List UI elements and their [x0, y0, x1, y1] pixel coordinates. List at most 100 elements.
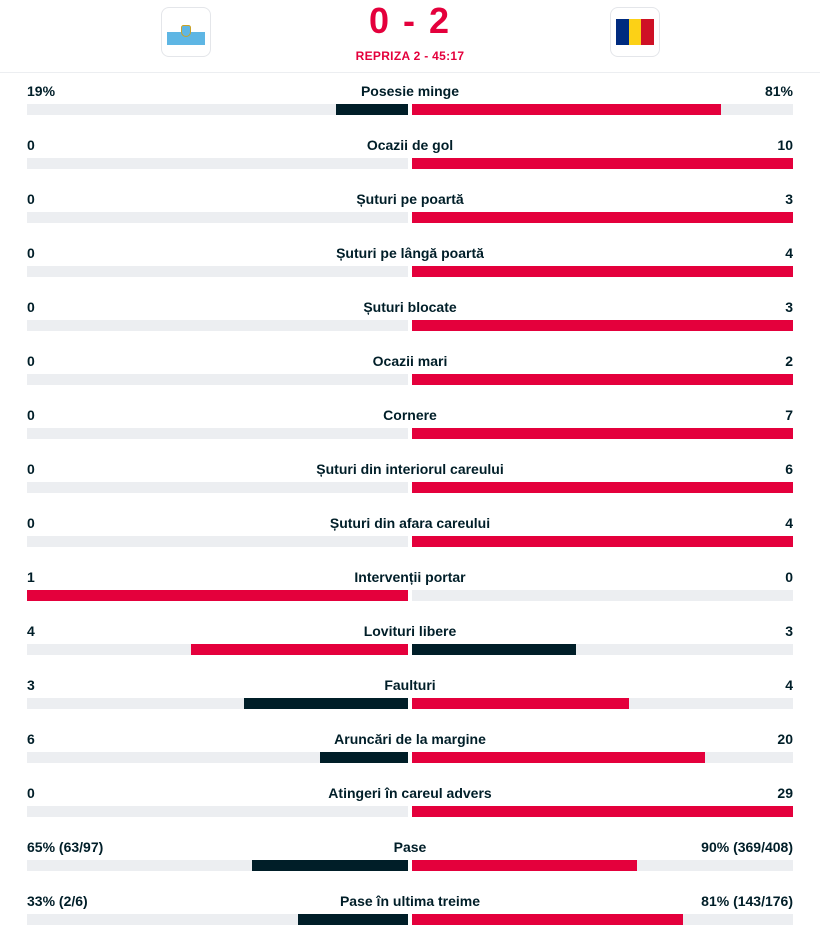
home-bar-track: [27, 320, 408, 331]
away-bar-track: [412, 374, 793, 385]
home-value: 65% (63/97): [27, 839, 104, 855]
home-bar-track: [27, 266, 408, 277]
away-value: 6: [785, 461, 793, 477]
away-bar-track: [412, 266, 793, 277]
home-bar-track: [27, 644, 408, 655]
home-bar-track: [27, 698, 408, 709]
away-value: 81% (143/176): [701, 893, 793, 909]
away-bar-track: [412, 158, 793, 169]
stat-row: 6 Aruncări de la margine 20: [27, 720, 793, 774]
stat-row: 1 Intervenții portar 0: [27, 558, 793, 612]
away-value: 20: [777, 731, 793, 747]
home-value: 0: [27, 299, 35, 315]
stat-label: Faulturi: [384, 677, 436, 693]
home-bar-track: [27, 212, 408, 223]
away-bar: [412, 266, 793, 277]
away-value: 29: [777, 785, 793, 801]
stat-row: 0 Șuturi din afara careului 4: [27, 504, 793, 558]
home-bar-track: [27, 428, 408, 439]
stat-label: Ocazii mari: [372, 353, 448, 369]
stat-row: 0 Ocazii mari 2: [27, 342, 793, 396]
home-bar-track: [27, 482, 408, 493]
match-period: REPRIZA 2 - 45:17: [355, 49, 465, 63]
away-bar-track: [412, 806, 793, 817]
stat-label: Pase în ultima treime: [339, 893, 481, 909]
away-bar: [412, 482, 793, 493]
stat-row: 65% (63/97) Pase 90% (369/408): [27, 828, 793, 882]
stat-row: 4 Lovituri libere 3: [27, 612, 793, 666]
romania-flag-icon: [616, 19, 655, 45]
stat-label: Pase: [393, 839, 427, 855]
home-value: 0: [27, 245, 35, 261]
away-value: 90% (369/408): [701, 839, 793, 855]
stat-row: 0 Cornere 7: [27, 396, 793, 450]
stat-row: 0 Șuturi pe poartă 3: [27, 180, 793, 234]
away-bar: [412, 428, 793, 439]
stat-label: Șuturi blocate: [363, 299, 457, 315]
away-value: 0: [785, 569, 793, 585]
away-bar-track: [412, 482, 793, 493]
stat-row: 0 Atingeri în careul advers 29: [27, 774, 793, 828]
home-bar-track: [27, 860, 408, 871]
stat-row: 3 Faulturi 4: [27, 666, 793, 720]
stats-list: 19% Posesie minge 81% 0 Ocazii de gol 10 0 Șutu…: [27, 72, 793, 936]
stat-label: Șuturi pe lângă poartă: [336, 245, 484, 261]
home-value: 1: [27, 569, 35, 585]
home-value: 3: [27, 677, 35, 693]
home-value: 4: [27, 623, 35, 639]
san-marino-flag-icon: [167, 19, 205, 45]
away-bar: [412, 644, 576, 655]
stat-label: Șuturi din afara careului: [329, 515, 491, 531]
away-bar: [412, 374, 793, 385]
away-bar: [412, 806, 793, 817]
away-bar-track: [412, 698, 793, 709]
home-bar-track: [27, 104, 408, 115]
away-bar-track: [412, 752, 793, 763]
away-bar-track: [412, 104, 793, 115]
away-bar: [412, 104, 721, 115]
home-value: 0: [27, 191, 35, 207]
stat-label: Lovituri libere: [363, 623, 457, 639]
match-header: 0 - 2 REPRIZA 2 - 45:17: [0, 0, 820, 73]
home-bar: [27, 590, 408, 601]
home-team-badge[interactable]: [161, 7, 211, 57]
home-value: 33% (2/6): [27, 893, 88, 909]
stat-label: Șuturi din interiorul careului: [316, 461, 504, 477]
stat-row: 0 Șuturi pe lângă poartă 4: [27, 234, 793, 288]
home-value: 0: [27, 137, 35, 153]
stat-label: Atingeri în careul advers: [328, 785, 492, 801]
away-value: 10: [777, 137, 793, 153]
away-bar-track: [412, 914, 793, 925]
home-bar: [244, 698, 408, 709]
stat-row: 33% (2/6) Pase în ultima treime 81% (143/1…: [27, 882, 793, 936]
home-bar: [252, 860, 408, 871]
away-value: 4: [785, 677, 793, 693]
home-bar: [336, 104, 408, 115]
home-bar-track: [27, 536, 408, 547]
match-score: 0 - 2: [368, 0, 452, 41]
away-value: 7: [785, 407, 793, 423]
home-bar: [191, 644, 408, 655]
stat-label: Intervenții portar: [354, 569, 466, 585]
away-value: 3: [785, 623, 793, 639]
stat-label: Ocazii de gol: [366, 137, 454, 153]
away-bar: [412, 212, 793, 223]
stat-label: Șuturi pe poartă: [356, 191, 464, 207]
stat-row: 0 Șuturi din interiorul careului 6: [27, 450, 793, 504]
away-value: 3: [785, 299, 793, 315]
away-bar-track: [412, 320, 793, 331]
away-bar: [412, 860, 637, 871]
home-value: 0: [27, 353, 35, 369]
away-value: 2: [785, 353, 793, 369]
home-bar: [298, 914, 408, 925]
home-bar: [320, 752, 408, 763]
away-bar: [412, 914, 683, 925]
home-bar-track: [27, 806, 408, 817]
stat-label: Posesie minge: [360, 83, 460, 99]
away-team-badge[interactable]: [610, 7, 660, 57]
away-bar: [412, 536, 793, 547]
stat-row: 0 Șuturi blocate 3: [27, 288, 793, 342]
away-value: 81%: [764, 83, 793, 99]
home-value: 19%: [27, 83, 56, 99]
home-bar-track: [27, 590, 408, 601]
